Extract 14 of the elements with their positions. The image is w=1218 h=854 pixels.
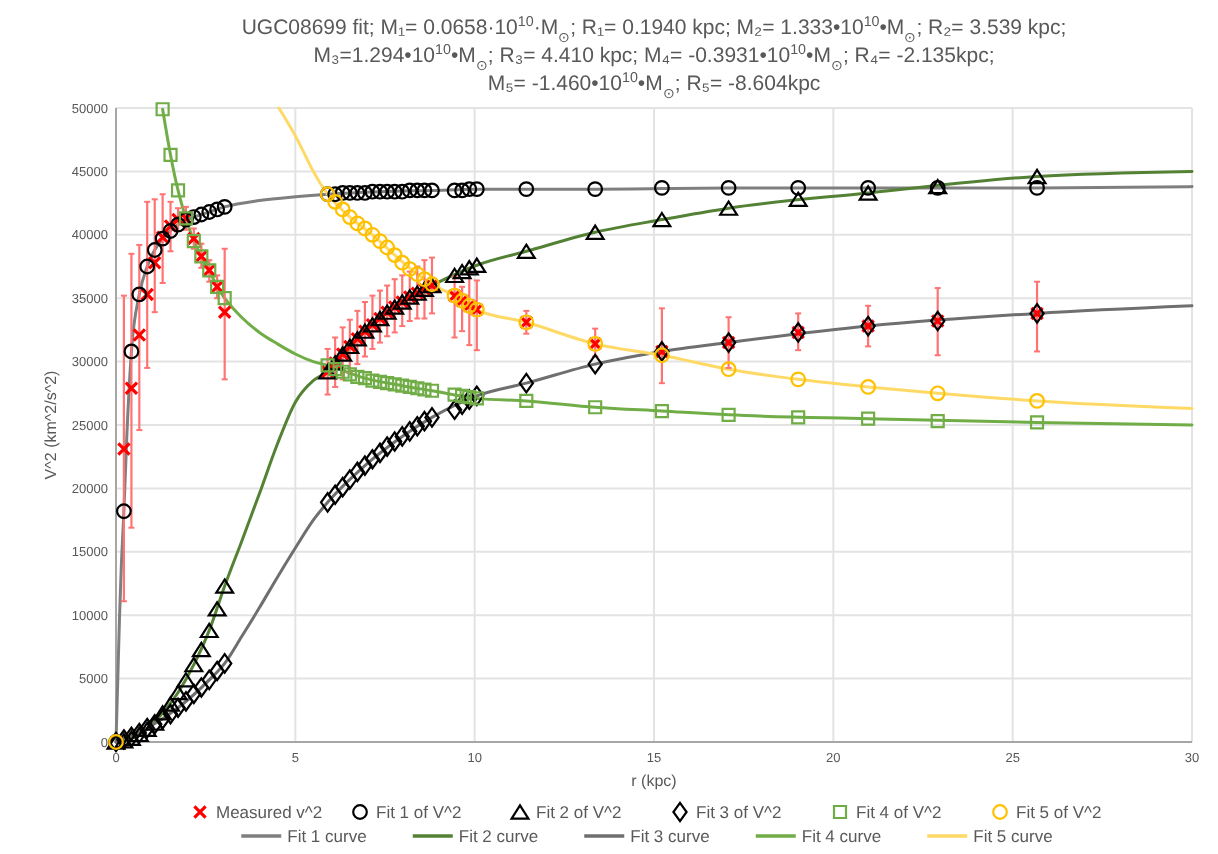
legend-label: Fit 4 curve [801, 825, 882, 846]
y-axis-title: V^2 (km^2/s^2) [42, 369, 60, 480]
legend-label: Fit 2 of V^2 [536, 801, 622, 822]
chart-title: UGC08699 fit; M₁= 0.0658·10$^{10}$·M$_{⊙}$; R₁= 0.1940 kpc; M₂= 1.333•10$^{10}$•M$_{⊙}$; R₂= 3.539 kpc; M₃=1.294•10$^{10}$•M$_{⊙}$; R₃= 4.410 kpc; M₄= -0.3931•10$^{10}$•M$_{⊙}$; R₄= -2.135kpc; M₅= -1.460•10$^{10}$•M$_{⊙}$; R₅= -8.604kpc [241, 14, 1067, 102]
legend-label: Fit 4 of V^2 [856, 801, 942, 822]
legend-label: Fit 5 curve [973, 825, 1054, 846]
x-axis-title: r (kpc) [631, 772, 678, 790]
legend-label: Fit 3 curve [630, 825, 711, 846]
legend-label: Fit 5 of V^2 [1016, 801, 1102, 822]
legend-label: Fit 1 of V^2 [376, 801, 462, 822]
legend-label: Measured v^2 [216, 801, 323, 822]
legend-label: Fit 1 curve [287, 825, 368, 846]
legend-label: Fit 3 of V^2 [696, 801, 782, 822]
legend-label: Fit 2 curve [458, 825, 539, 846]
